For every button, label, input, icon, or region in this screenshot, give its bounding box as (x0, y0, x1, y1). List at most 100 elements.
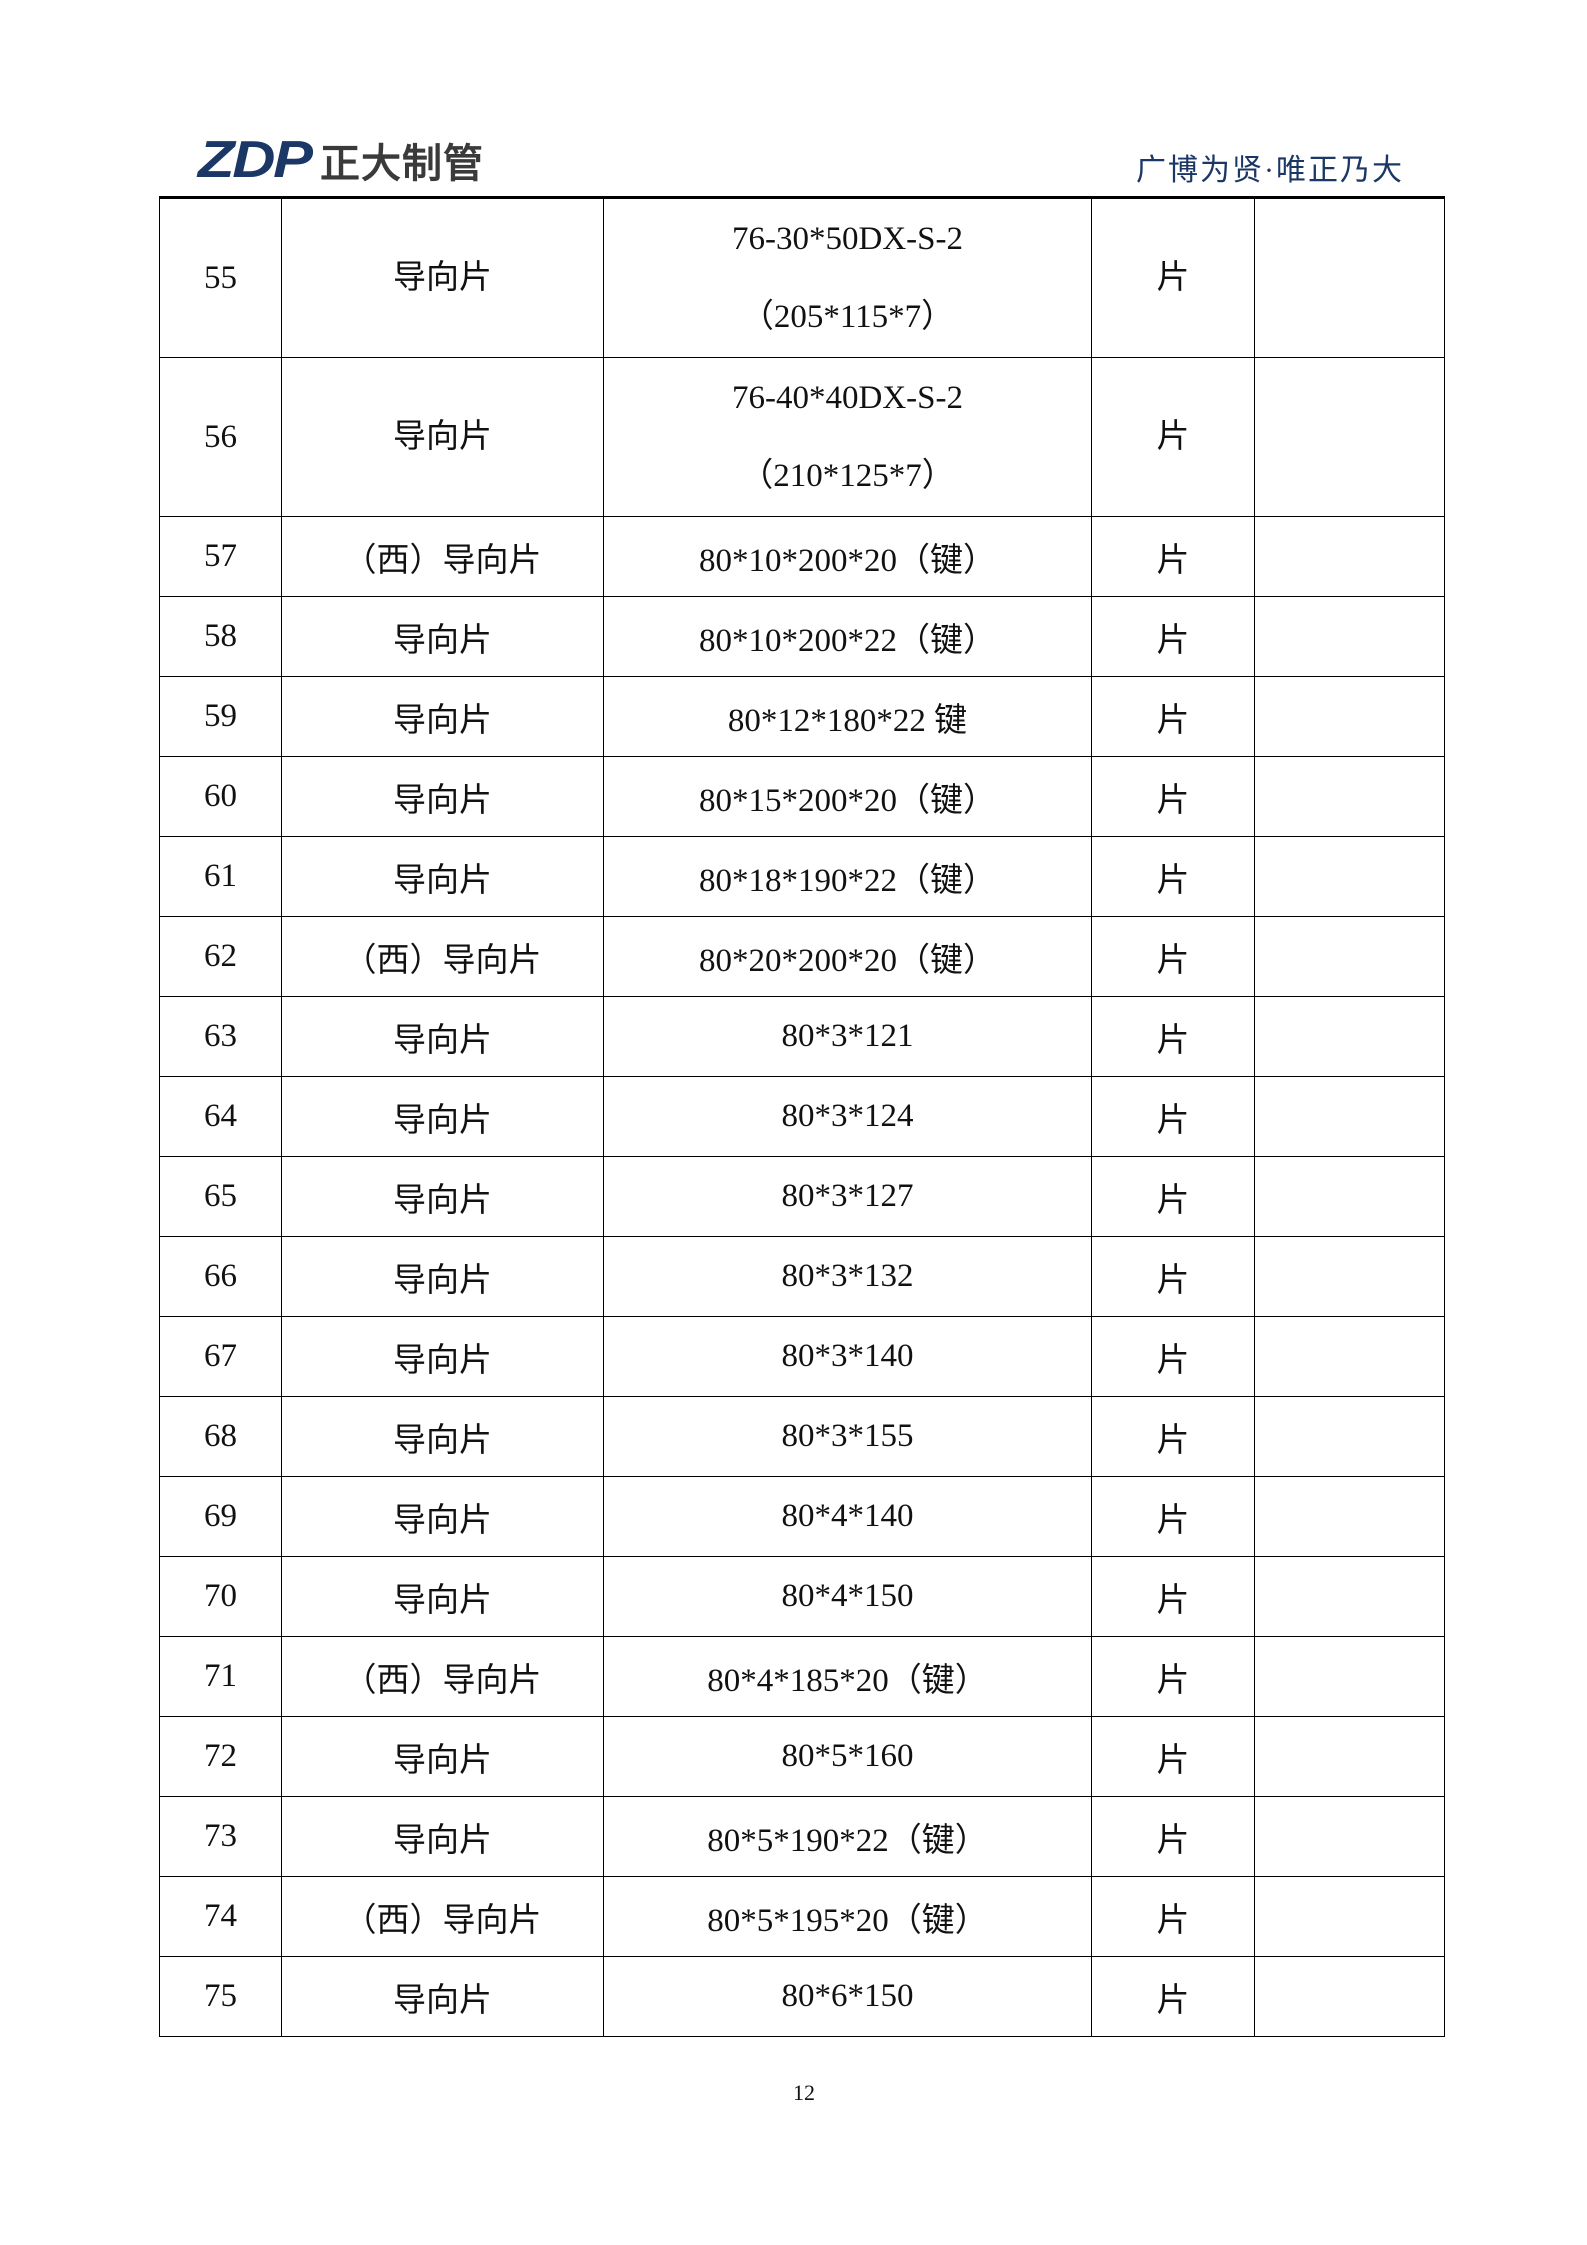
cell-name: 导向片 (281, 596, 604, 677)
cell-name: 导向片 (281, 1076, 604, 1157)
spec-line: 80*4*150 (781, 1578, 914, 1614)
cell-spec: 80*3*155 (603, 1396, 1092, 1477)
table-row: 56 导向片 76-40*40DX-S-2 （210*125*7） 片 (159, 357, 1445, 517)
cell-note (1254, 596, 1445, 677)
table-row: 55 导向片 76-30*50DX-S-2 （205*115*7） 片 (159, 196, 1445, 358)
spec-line: 80*18*190*22（键） (699, 862, 996, 899)
table-row: 67 导向片 80*3*140 片 (159, 1316, 1445, 1397)
cell-note (1254, 516, 1445, 597)
cell-note (1254, 756, 1445, 837)
cell-name: 导向片 (281, 1556, 604, 1637)
cell-unit: 片 (1091, 836, 1255, 917)
cell-spec: 80*18*190*22（键） (603, 836, 1092, 917)
cell-number: 55 (159, 196, 282, 358)
cell-spec: 80*4*185*20（键） (603, 1636, 1092, 1717)
cell-name: （西）导向片 (281, 516, 604, 597)
table-row: 74 （西）导向片 80*5*195*20（键） 片 (159, 1876, 1445, 1957)
cell-name: 导向片 (281, 996, 604, 1077)
table-row: 69 导向片 80*4*140 片 (159, 1476, 1445, 1557)
table-row: 66 导向片 80*3*132 片 (159, 1236, 1445, 1317)
cell-unit: 片 (1091, 1716, 1255, 1797)
spec-line: 80*10*200*20（键） (699, 542, 996, 579)
spec-line: 76-40*40DX-S-2 (732, 380, 963, 416)
table-row: 71 （西）导向片 80*4*185*20（键） 片 (159, 1636, 1445, 1717)
cell-unit: 片 (1091, 1796, 1255, 1877)
cell-number: 61 (159, 836, 282, 917)
cell-note (1254, 676, 1445, 757)
cell-name: 导向片 (281, 196, 604, 358)
cell-number: 75 (159, 1956, 282, 2037)
cell-unit: 片 (1091, 996, 1255, 1077)
spec-line: 80*10*200*22（键） (699, 622, 996, 659)
cell-number: 62 (159, 916, 282, 997)
cell-note (1254, 1236, 1445, 1317)
cell-unit: 片 (1091, 596, 1255, 677)
cell-spec: 80*5*195*20（键） (603, 1876, 1092, 1957)
cell-spec: 80*3*132 (603, 1236, 1092, 1317)
spec-line: 80*3*140 (781, 1338, 914, 1374)
cell-note (1254, 1716, 1445, 1797)
table-row: 60 导向片 80*15*200*20（键） 片 (159, 756, 1445, 837)
cell-name: 导向片 (281, 1396, 604, 1477)
cell-spec: 80*4*150 (603, 1556, 1092, 1637)
cell-unit: 片 (1091, 916, 1255, 997)
cell-unit: 片 (1091, 516, 1255, 597)
spec-line: （205*115*7） (740, 299, 955, 335)
table-row: 59 导向片 80*12*180*22 键 片 (159, 676, 1445, 757)
cell-note (1254, 1316, 1445, 1397)
cell-spec: 80*3*124 (603, 1076, 1092, 1157)
cell-name: 导向片 (281, 1796, 604, 1877)
spec-line: 80*6*150 (781, 1978, 914, 2014)
spec-line: 80*3*124 (781, 1098, 914, 1134)
spec-line: 80*3*121 (781, 1018, 914, 1054)
cell-name: 导向片 (281, 1476, 604, 1557)
cell-spec: 76-40*40DX-S-2 （210*125*7） (603, 357, 1092, 517)
spec-line: 80*5*195*20（键） (707, 1902, 988, 1939)
cell-number: 57 (159, 516, 282, 597)
cell-number: 68 (159, 1396, 282, 1477)
cell-number: 70 (159, 1556, 282, 1637)
cell-number: 59 (159, 676, 282, 757)
cell-spec: 80*6*150 (603, 1956, 1092, 2037)
cell-spec: 80*10*200*20（键） (603, 516, 1092, 597)
cell-spec: 80*4*140 (603, 1476, 1092, 1557)
spec-line: 80*20*200*20（键） (699, 942, 996, 979)
spec-line: 80*3*155 (781, 1418, 914, 1454)
cell-unit: 片 (1091, 196, 1255, 358)
cell-unit: 片 (1091, 756, 1255, 837)
cell-number: 69 (159, 1476, 282, 1557)
cell-unit: 片 (1091, 1556, 1255, 1637)
cell-unit: 片 (1091, 1316, 1255, 1397)
cell-unit: 片 (1091, 357, 1255, 517)
cell-unit: 片 (1091, 1476, 1255, 1557)
cell-number: 64 (159, 1076, 282, 1157)
cell-number: 56 (159, 357, 282, 517)
table-row: 58 导向片 80*10*200*22（键） 片 (159, 596, 1445, 677)
spec-line: （210*125*7） (740, 458, 955, 494)
cell-name: （西）导向片 (281, 1876, 604, 1957)
spec-line: 80*4*185*20（键） (707, 1662, 988, 1699)
cell-spec: 80*3*121 (603, 996, 1092, 1077)
cell-unit: 片 (1091, 1396, 1255, 1477)
cell-note (1254, 196, 1445, 358)
cell-name: 导向片 (281, 676, 604, 757)
cell-number: 65 (159, 1156, 282, 1237)
cell-spec: 80*15*200*20（键） (603, 756, 1092, 837)
cell-spec: 80*3*127 (603, 1156, 1092, 1237)
parts-table: 55 导向片 76-30*50DX-S-2 （205*115*7）片 56 导向片 76-4… (159, 196, 1445, 2037)
cell-spec: 80*20*200*20（键） (603, 916, 1092, 997)
cell-name: 导向片 (281, 1956, 604, 2037)
cell-unit: 片 (1091, 1076, 1255, 1157)
table-row: 57 （西）导向片 80*10*200*20（键） 片 (159, 516, 1445, 597)
cell-spec: 80*10*200*22（键） (603, 596, 1092, 677)
spec-line: 80*5*160 (781, 1738, 914, 1774)
cell-name: 导向片 (281, 836, 604, 917)
table-row: 72 导向片 80*5*160 片 (159, 1716, 1445, 1797)
cell-spec: 80*3*140 (603, 1316, 1092, 1397)
cell-unit: 片 (1091, 676, 1255, 757)
cell-note (1254, 1556, 1445, 1637)
cell-name: （西）导向片 (281, 1636, 604, 1717)
cell-note (1254, 836, 1445, 917)
cell-unit: 片 (1091, 1956, 1255, 2037)
cell-number: 72 (159, 1716, 282, 1797)
